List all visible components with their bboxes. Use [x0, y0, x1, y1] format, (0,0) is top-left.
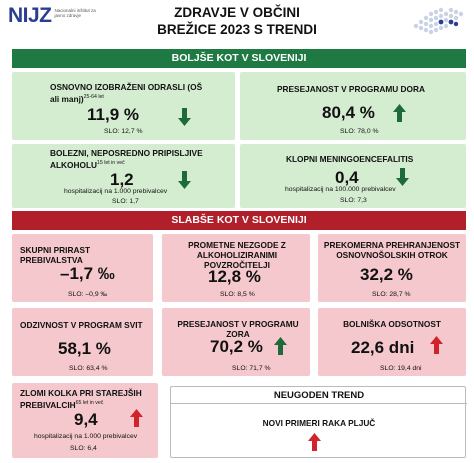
- indicator-card-tick-encephalitis: KLOPNI MENINGOENCEFALITIS 0,4 hospitaliz…: [240, 144, 466, 208]
- indicator-card-population-growth: SKUPNI PRIRAST PREBIVALSTVA –1,7 ‰ SLO: …: [12, 234, 153, 302]
- indicator-label: OSNOVNO IZOBRAŽENI ODRASLI (OŠ ali manj)…: [50, 82, 203, 104]
- indicator-label: PROMETNE NEZGODE Z ALKOHOLIZIRANIMI POVZ…: [188, 240, 286, 270]
- indicator-card-sick-leave: BOLNIŠKA ODSOTNOST 22,6 dni SLO: 19,4 dn…: [318, 308, 466, 376]
- indicator-label: PRESEJANOST V PROGRAMU DORA: [277, 84, 425, 94]
- indicator-unit: hospitalizacij na 1.000 prebivalcev: [64, 188, 168, 195]
- slovenia-value: SLO: 6,4: [70, 445, 97, 452]
- slovenia-value: SLO: 63,4 %: [69, 365, 108, 372]
- indicator-superscript: 65 let in več: [75, 400, 104, 406]
- slovenia-value: SLO: 78,0 %: [340, 128, 379, 135]
- indicator-value: 22,6 dni: [351, 338, 415, 357]
- indicator-value: 1,2: [110, 170, 134, 189]
- green-arrow-down-icon: [396, 168, 409, 186]
- slovenia-value: SLO: 19,4 dni: [380, 365, 422, 372]
- indicator-value: 12,8 %: [208, 267, 261, 286]
- title-line-1: ZDRAVJE V OBČINI: [174, 5, 300, 20]
- indicator-card-basic-education: OSNOVNO IZOBRAŽENI ODRASLI (OŠ ali manj)…: [12, 72, 235, 140]
- indicator-label: BOLNIŠKA ODSOTNOST: [343, 319, 441, 329]
- indicator-card-child-overweight: PREKOMERNA PREHRANJENOST OSNOVNOŠOLSKIH …: [318, 234, 466, 302]
- indicator-value: 80,4 %: [322, 103, 375, 122]
- green-arrow-down-icon: [178, 171, 191, 189]
- page-title: ZDRAVJE V OBČINI BREŽICE 2023 S TRENDI: [0, 4, 474, 38]
- green-arrow-up-icon: [274, 337, 287, 355]
- slovenia-value: SLO: 28,7 %: [372, 291, 411, 298]
- logo-text-jz: JZ: [28, 4, 52, 27]
- indicator-value: –1,7 ‰: [60, 264, 115, 283]
- red-arrow-up-icon: [130, 409, 143, 427]
- title-line-2: BREŽICE 2023 S TRENDI: [157, 22, 317, 37]
- indicator-label: SKUPNI PRIRAST PREBIVALSTVA: [20, 245, 91, 265]
- green-arrow-up-icon: [393, 104, 406, 122]
- red-arrow-up-icon: [308, 433, 321, 451]
- indicator-card-svit: ODZIVNOST V PROGRAM SVIT 58,1 % SLO: 63,…: [12, 308, 153, 376]
- indicator-superscript: 25-64 let: [83, 94, 104, 100]
- logo-text-ni: NI: [8, 4, 29, 27]
- slovenia-value: SLO: 12,7 %: [104, 128, 143, 135]
- indicator-card-traffic-accidents-alcohol: PROMETNE NEZGODE Z ALKOHOLIZIRANIMI POVZ…: [162, 234, 310, 302]
- page-header: NIJZ Nacionalni inštitut za javno zdravj…: [0, 0, 474, 44]
- indicator-unit: hospitalizacij na 100.000 prebivalcev: [285, 186, 396, 193]
- indicator-label: NOVI PRIMERI RAKA PLJUČ: [262, 418, 376, 428]
- indicator-value: 9,4: [74, 410, 98, 429]
- indicator-card-dora: PRESEJANOST V PROGRAMU DORA 80,4 % SLO: …: [240, 72, 466, 140]
- slovenia-value: SLO: –0,9 ‰: [68, 291, 108, 298]
- indicator-card-hip-fractures: ZLOMI KOLKA PRI STAREJŠIH PREBIVALCIH65 …: [12, 383, 158, 458]
- indicator-label: ZLOMI KOLKA PRI STAREJŠIH PREBIVALCIH65 …: [20, 388, 142, 410]
- indicator-value: 58,1 %: [58, 339, 111, 358]
- red-arrow-up-icon: [430, 336, 443, 354]
- slovenia-value: SLO: 1,7: [112, 198, 139, 205]
- indicator-value: 70,2 %: [210, 337, 263, 356]
- slovenia-value: SLO: 71,7 %: [232, 365, 271, 372]
- better-than-slovenia-band: BOLJŠE KOT V SLOVENIJI: [12, 49, 466, 68]
- indicator-label: PREKOMERNA PREHRANJENOST OSNOVNOŠOLSKIH …: [323, 240, 461, 260]
- indicator-card-zora: PRESEJANOST V PROGRAMU ZORA 70,2 % SLO: …: [162, 308, 310, 376]
- indicator-value: 11,9 %: [87, 105, 139, 124]
- indicator-label: BOLEZNI, NEPOSREDNO PRIPISLJIVE ALKOHOLU…: [50, 148, 203, 170]
- worse-than-slovenia-band: SLABŠE KOT V SLOVENIJI: [12, 211, 466, 230]
- logo-subtitle: Nacionalni inštitut za javno zdravje: [54, 8, 96, 19]
- indicator-value: 32,2 %: [360, 265, 413, 284]
- indicator-label: PRESEJANOST V PROGRAMU ZORA: [177, 319, 299, 339]
- indicator-superscript: 15 let in več: [97, 160, 125, 166]
- slovenia-value: SLO: 7,3: [340, 197, 367, 204]
- unfavorable-trend-panel: NEUGODEN TREND NOVI PRIMERI RAKA PLJUČ: [170, 386, 467, 458]
- green-arrow-down-icon: [178, 108, 191, 126]
- indicator-label: KLOPNI MENINGOENCEFALITIS: [286, 154, 414, 164]
- indicator-unit: hospitalizacij na 1.000 prebivalcev: [34, 433, 138, 440]
- indicator-value: 0,4: [335, 168, 359, 187]
- slovenia-map-icon: [413, 7, 464, 35]
- unfavorable-trend-title: NEUGODEN TREND: [171, 387, 467, 404]
- slovenia-value: SLO: 8,5 %: [220, 291, 255, 298]
- indicator-label: ODZIVNOST V PROGRAM SVIT: [20, 320, 143, 330]
- nijz-logo: NIJZ Nacionalni inštitut za javno zdravj…: [8, 5, 101, 27]
- indicator-card-alcohol-diseases: BOLEZNI, NEPOSREDNO PRIPISLJIVE ALKOHOLU…: [12, 144, 235, 208]
